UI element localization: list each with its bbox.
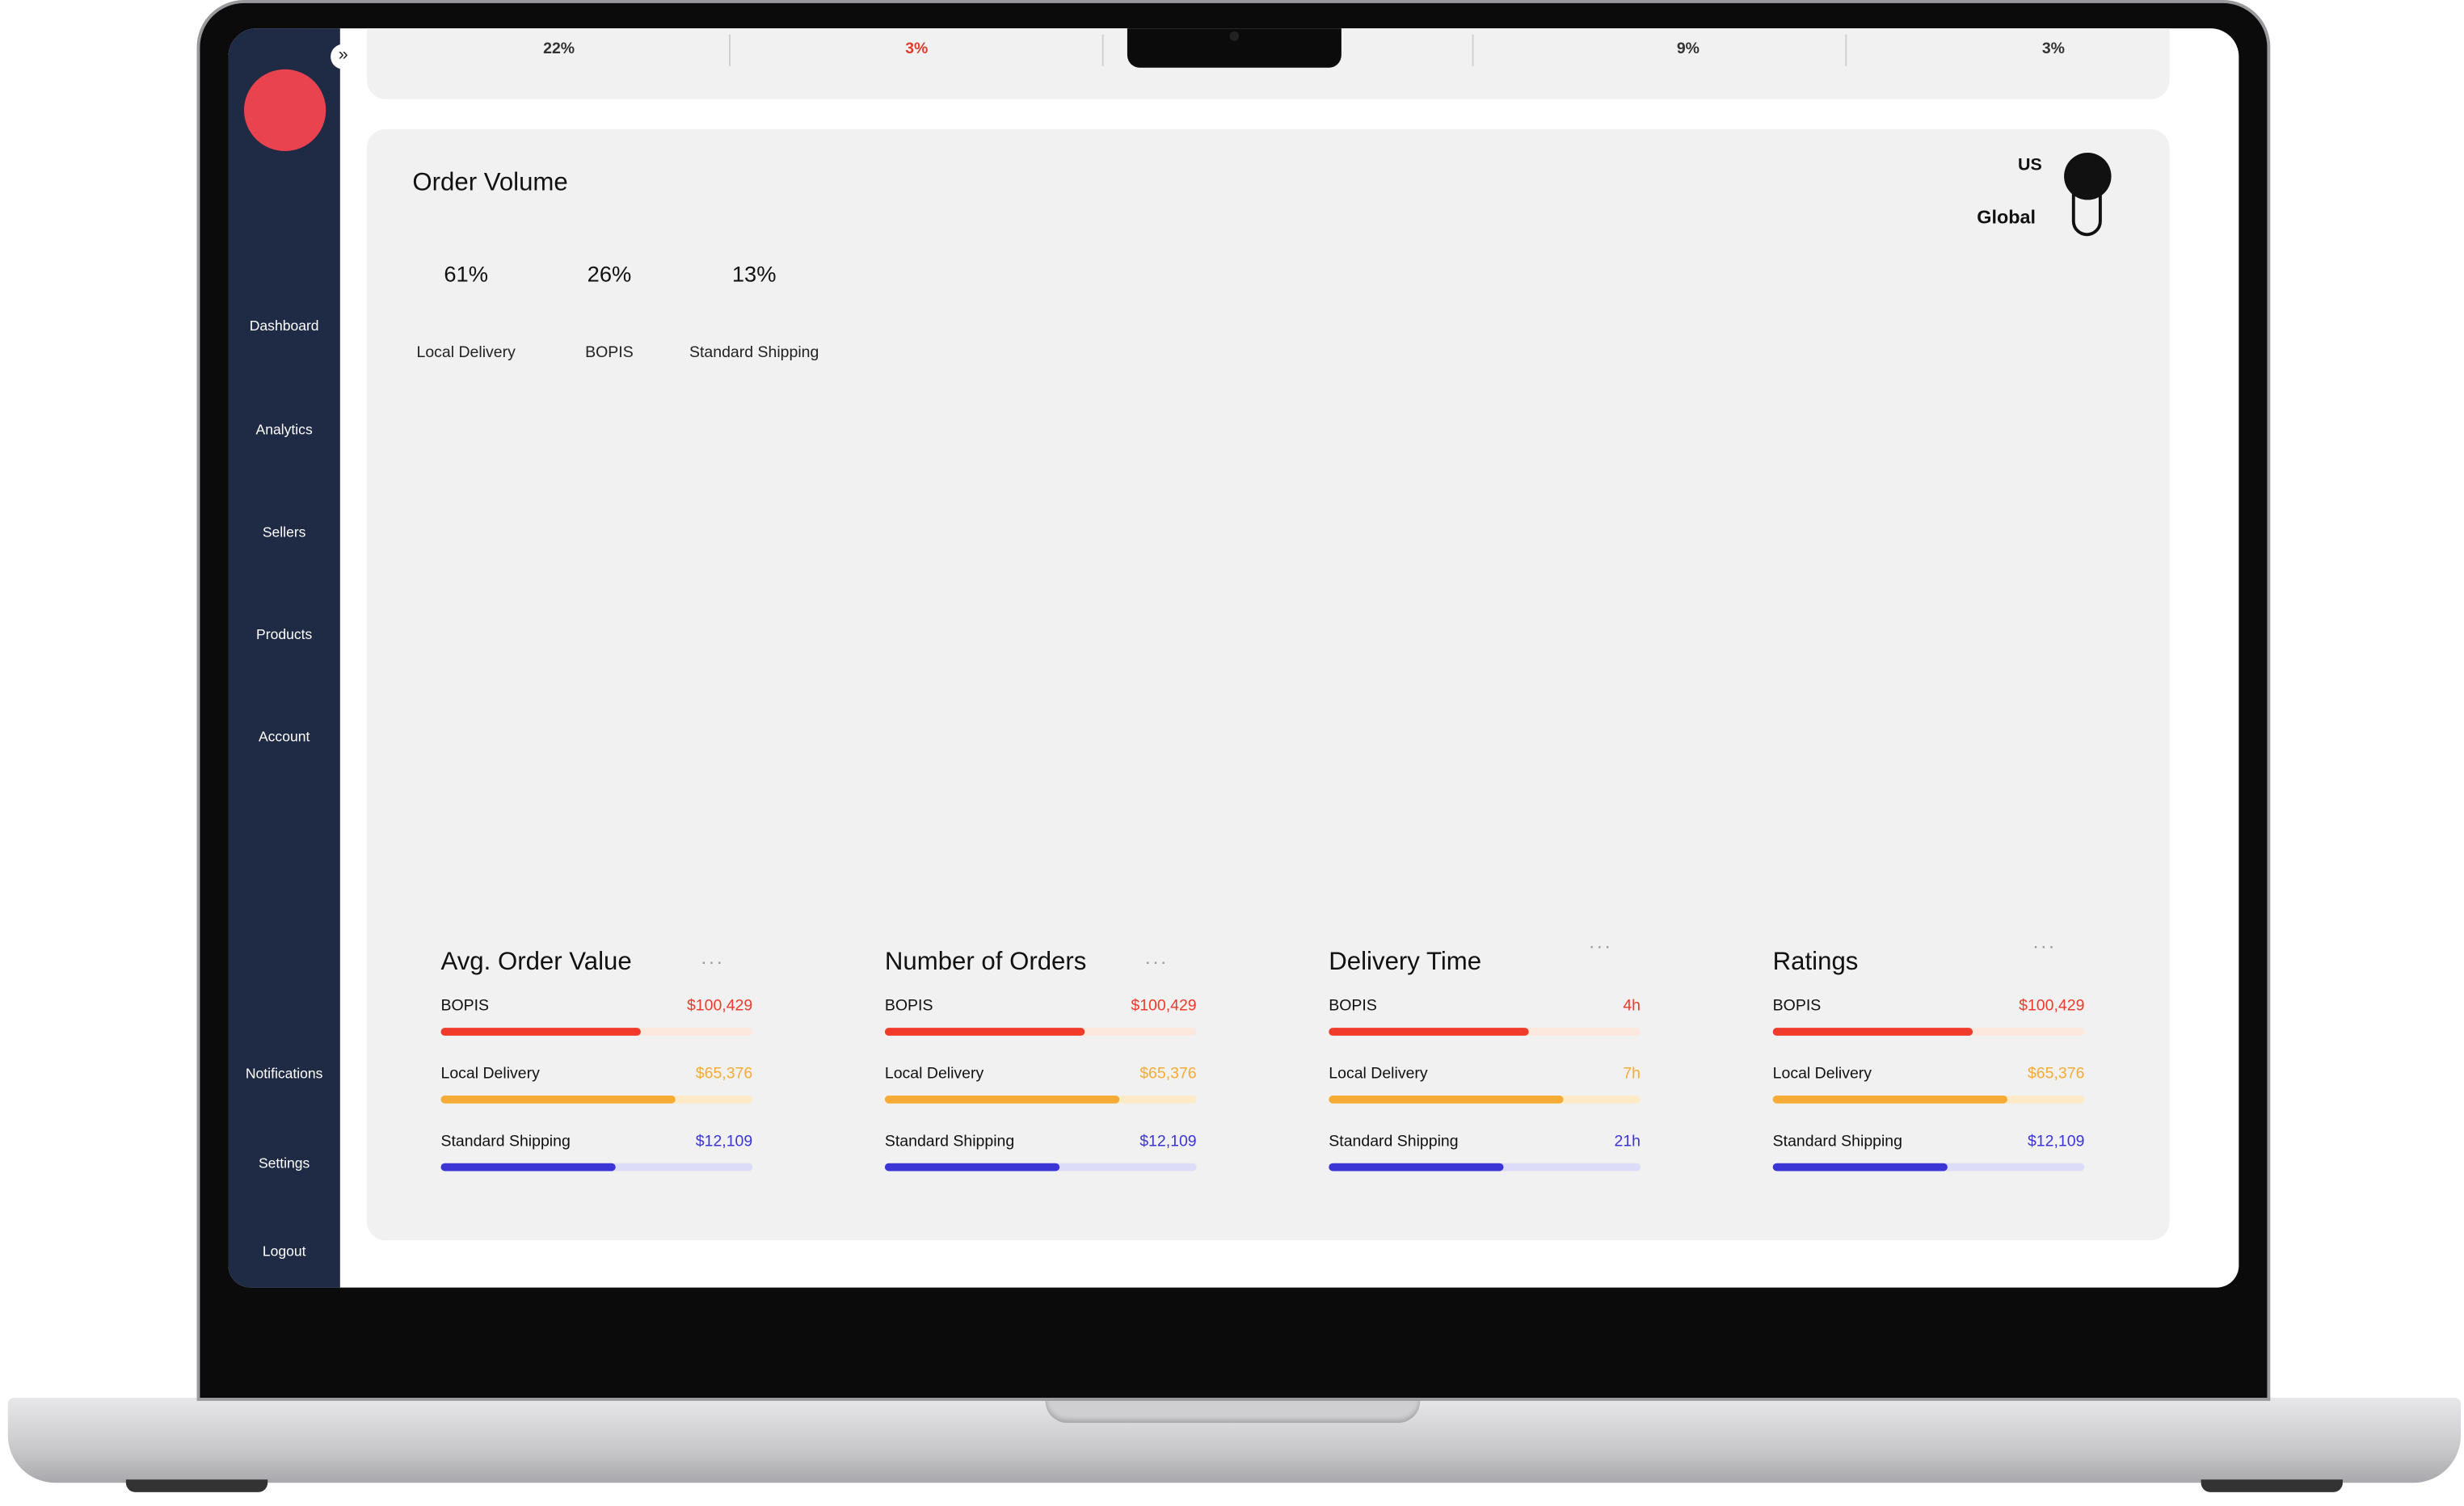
nav-label[interactable]: Account	[258, 729, 310, 745]
toggle-knob	[2064, 152, 2112, 200]
metric-row-value: 4h	[1623, 998, 1641, 1016]
metric-row-name: Local Delivery	[1329, 1065, 1428, 1083]
stats-divider	[1845, 34, 1847, 66]
trend-value: 22%	[543, 40, 575, 59]
metric-row-value: $100,429	[2019, 998, 2085, 1016]
more-menu[interactable]: ···	[1144, 950, 1169, 973]
nav-label[interactable]: Analytics	[255, 422, 313, 438]
metric-row-name: BOPIS	[1329, 998, 1377, 1016]
laptop-foot	[125, 1479, 268, 1492]
metric-row-name: Standard Shipping	[440, 1133, 571, 1151]
main-panel	[366, 128, 2170, 1241]
more-menu[interactable]: ···	[700, 950, 725, 973]
progress-bar	[1329, 1095, 1563, 1104]
trend-value: 9%	[1676, 40, 1700, 59]
metric-title: Delivery Time	[1329, 949, 1482, 976]
nav-label[interactable]: Logout	[262, 1243, 306, 1260]
chat-button[interactable]	[2167, 1193, 2239, 1266]
more-menu[interactable]: ···	[2032, 935, 2057, 957]
ring-label: 26%	[587, 261, 632, 287]
nav-label[interactable]: Notifications	[245, 1065, 323, 1082]
metric-title: Ratings	[1772, 949, 1859, 976]
laptop-notch	[1045, 1398, 1421, 1424]
camera	[1229, 31, 1240, 41]
ring-caption: BOPIS	[585, 344, 634, 363]
stats-divider	[729, 34, 731, 66]
progress-bar	[884, 1095, 1119, 1104]
metric-row-name: Local Delivery	[1772, 1065, 1872, 1083]
progress-bar	[1772, 1095, 2007, 1104]
metric-row-value: $65,376	[1139, 1065, 1197, 1083]
ring-caption: Local Delivery	[416, 344, 516, 363]
nav-icon	[269, 591, 301, 622]
ring-label: 13%	[731, 261, 777, 287]
metric-row-name: BOPIS	[884, 998, 933, 1016]
progress-bar	[440, 1028, 641, 1036]
nav-icon	[269, 1119, 301, 1151]
trend-value: 3%	[905, 40, 929, 59]
nav-label[interactable]: Settings	[258, 1155, 310, 1172]
metric-title: Number of Orders	[884, 949, 1087, 976]
nav-label[interactable]: Products	[256, 626, 313, 642]
metric-row-name: Local Delivery	[440, 1065, 540, 1083]
stats-divider	[1101, 34, 1104, 66]
progress-bar	[1772, 1028, 1973, 1036]
nav-label[interactable]: Sellers	[262, 524, 306, 541]
metric-row-value: $12,109	[1139, 1133, 1197, 1151]
metric-row-name: Standard Shipping	[884, 1133, 1015, 1151]
progress-bar	[440, 1163, 616, 1172]
progress-bar	[884, 1163, 1059, 1172]
laptop-foot	[2201, 1479, 2343, 1492]
stats-divider	[1472, 34, 1474, 66]
progress-bar	[884, 1028, 1085, 1036]
metric-row-value: $12,109	[695, 1133, 753, 1151]
progress-bar	[440, 1095, 675, 1104]
metric-row-name: Local Delivery	[884, 1065, 984, 1083]
trend-value: 3%	[2041, 40, 2065, 59]
metric-row-value: $100,429	[686, 998, 753, 1016]
metric-row-value: $65,376	[2027, 1065, 2085, 1083]
trend-icon	[869, 40, 894, 58]
trend-icon	[2006, 40, 2031, 58]
nav-icon	[269, 385, 301, 417]
metric-row-name: BOPIS	[440, 998, 490, 1016]
nav-icon	[269, 1207, 301, 1239]
progress-bar	[1329, 1163, 1504, 1172]
metric-row-value: $12,109	[2027, 1133, 2085, 1151]
nav-icon	[269, 1029, 301, 1061]
logo	[243, 69, 326, 152]
toggle-option[interactable]: Global	[1977, 206, 2036, 229]
metric-row-value: 21h	[1614, 1133, 1641, 1151]
metric-row-name: Standard Shipping	[1772, 1133, 1903, 1151]
collapse-button[interactable]: »	[331, 44, 356, 69]
more-menu[interactable]: ···	[1588, 935, 1612, 957]
metric-row-value: 7h	[1623, 1065, 1641, 1083]
logo-k	[264, 85, 321, 148]
trend-icon	[507, 40, 532, 58]
metric-row-name: BOPIS	[1772, 998, 1822, 1016]
section-title: Order Volume	[412, 170, 568, 197]
nav-icon	[269, 488, 301, 520]
metric-row-value: $100,429	[1131, 998, 1197, 1016]
ring-caption: Standard Shipping	[689, 344, 819, 363]
us-map	[863, 271, 2036, 916]
nav-label[interactable]: Dashboard	[249, 318, 319, 334]
metric-row-name: Standard Shipping	[1329, 1133, 1459, 1151]
sidebar	[228, 28, 340, 1288]
ring-label: 61%	[444, 261, 488, 287]
trend-icon	[1641, 40, 1666, 58]
metric-row-value: $65,376	[695, 1065, 753, 1083]
nav-icon	[269, 282, 301, 313]
nav-icon	[269, 692, 301, 724]
toggle-option[interactable]: US	[2018, 155, 2042, 175]
metric-title: Avg. Order Value	[440, 949, 632, 976]
progress-bar	[1772, 1163, 1948, 1172]
progress-bar	[1329, 1028, 1529, 1036]
